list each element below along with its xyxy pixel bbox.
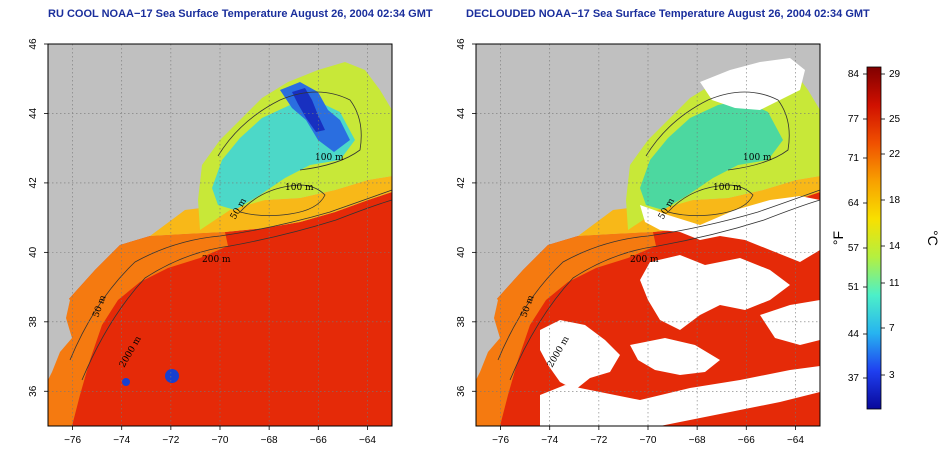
fahrenheit-tick-label: 51 [848,282,860,293]
x-tick-label: −76 [64,435,81,446]
y-tick-label: 38 [456,316,467,328]
cloud-mask [540,366,820,426]
celsius-tick-label: 22 [889,149,901,160]
cold-water-core [292,88,325,132]
x-tick-label: −70 [212,435,229,446]
celsius-tick-label: 29 [889,69,901,80]
x-tick-label: −66 [310,435,327,446]
y-tick-label: 44 [28,107,39,119]
cold-eddy-spot [165,369,179,383]
x-tick-label: −70 [640,435,657,446]
panel-title-raw: RU COOL NOAA−17 Sea Surface Temperature … [48,8,433,20]
celsius-tick-label: 14 [889,241,901,252]
fahrenheit-tick-label: 71 [848,153,860,164]
fahrenheit-tick-label: 37 [848,373,860,384]
x-tick-label: −74 [541,435,558,446]
nova-scotia-land [345,44,392,78]
cloud-mask [640,255,790,330]
y-tick-label: 46 [456,38,467,50]
fahrenheit-tick-label: 84 [848,69,860,80]
x-tick-label: −66 [738,435,755,446]
fahrenheit-unit: °F [830,231,846,245]
isobath-contour [667,184,754,216]
contour-label: 100 m [285,183,314,193]
y-tick-label: 40 [28,246,39,258]
contour-label: 200 m [202,255,231,265]
isobath-contour [239,184,326,216]
colorbar: °F °C 84 77 71 64 57 51 44 37 29 25 22 18 14 11 7 3 [830,66,941,410]
nova-scotia-land [773,44,820,78]
cloud-mask [700,58,805,110]
celsius-tick-label: 3 [889,370,895,381]
celsius-unit: °C [925,230,941,246]
contour-label: 100 m [743,153,772,163]
x-tick-label: −68 [261,435,278,446]
map-panel-raw: 100 m 100 m 50 m 200 m 50 m 2000 m −76 −7… [28,38,393,446]
isobath-contour [509,199,821,381]
celsius-tick-label: 7 [889,323,895,334]
y-tick-label: 36 [456,385,467,397]
ocean-shelf-region [48,232,228,426]
cool-water-patch [640,100,783,210]
x-tick-label: −76 [492,435,509,446]
y-tick-label: 44 [456,107,467,119]
x-tick-label: −74 [113,435,130,446]
celsius-tick-label: 18 [889,195,901,206]
isobath-contour [645,91,790,171]
coastline-land [476,292,500,380]
isobath-contour [217,91,362,171]
cloud-mask [630,338,720,375]
fahrenheit-tick-label: 44 [848,329,860,340]
fahrenheit-tick-label: 77 [848,114,860,125]
contour-label: 200 m [630,255,659,265]
isobath-contour [81,199,393,381]
x-tick-label: −68 [689,435,706,446]
y-tick-label: 36 [28,385,39,397]
fahrenheit-tick-label: 64 [848,198,860,209]
y-tick-label: 38 [28,316,39,328]
contour-label: 100 m [315,153,344,163]
contour-label: 100 m [713,183,742,193]
map-panel-declouded: 100 m 100 m 50 m 200 m 50 m 2000 m −76 −7… [456,38,821,446]
celsius-tick-label: 11 [889,278,900,289]
x-tick-label: −72 [162,435,179,446]
x-tick-label: −64 [787,435,804,446]
x-tick-label: −64 [359,435,376,446]
cold-eddy-spot [122,378,130,386]
celsius-tick-label: 25 [889,114,901,125]
ocean-shelf-region [476,232,656,426]
cloud-mask [760,300,820,345]
y-tick-label: 42 [28,177,39,189]
y-tick-label: 46 [28,38,39,50]
cloud-mask [540,320,620,390]
colorbar-bar [866,66,882,410]
panel-title-declouded: DECLOUDED NOAA−17 Sea Surface Temperatur… [466,8,870,20]
x-tick-label: −72 [590,435,607,446]
cloud-mask [640,196,820,262]
y-tick-label: 42 [456,177,467,189]
fahrenheit-tick-label: 57 [848,243,860,254]
coastline-land [48,292,72,380]
y-tick-label: 40 [456,246,467,258]
